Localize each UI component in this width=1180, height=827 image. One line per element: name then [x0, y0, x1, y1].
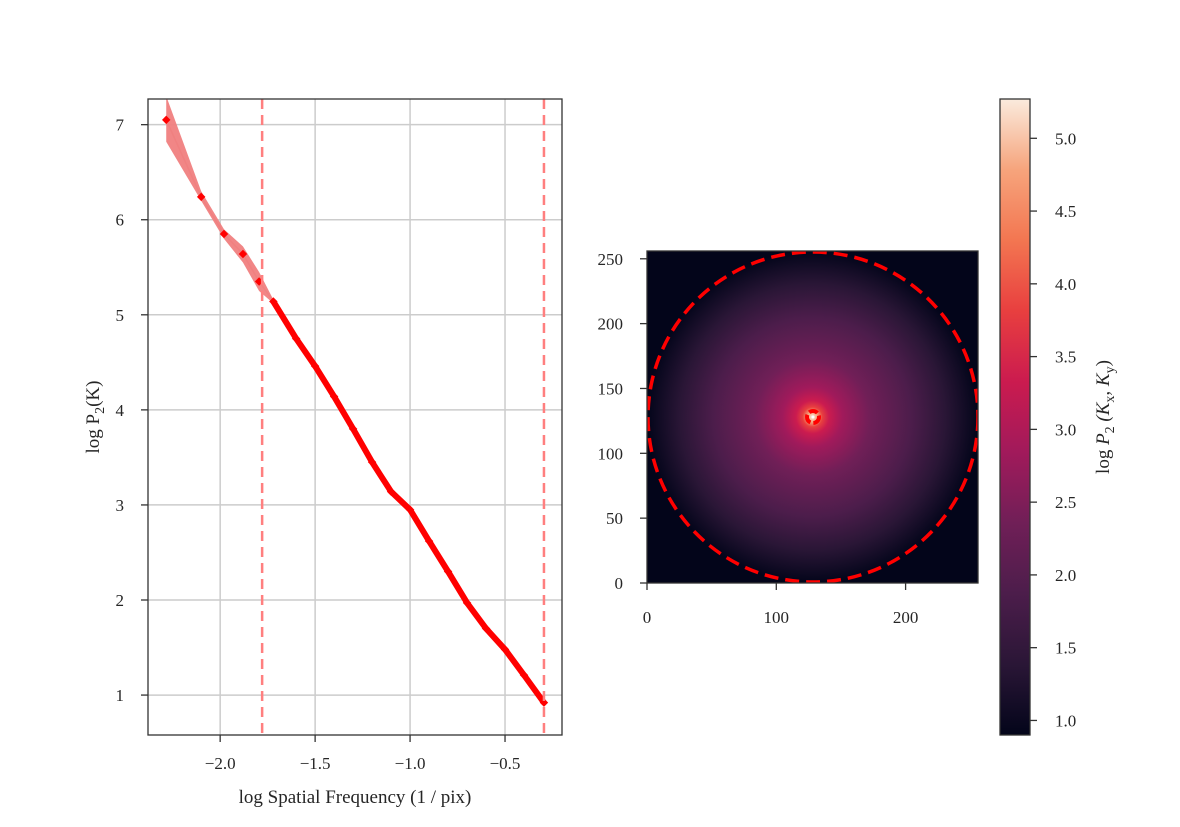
spectrum-plot-frame	[147, 98, 563, 736]
heatmap-y-tick-label: 50	[606, 509, 623, 528]
y-tick-label: 4	[116, 401, 125, 420]
spectrum-plot-background	[148, 99, 562, 735]
heatmap-dashed-circle	[647, 251, 978, 583]
data-point-marker	[443, 567, 453, 576]
data-point-marker	[481, 624, 491, 633]
y-tick-label: 3	[116, 496, 125, 515]
data-point-marker	[386, 487, 396, 496]
data-point-marker	[405, 505, 415, 514]
y-tick-label: 5	[116, 306, 125, 325]
data-point-marker	[219, 229, 229, 239]
heatmap-y-tick-label: 150	[598, 379, 624, 398]
data-point-marker	[519, 670, 529, 680]
data-point-marker	[367, 457, 377, 467]
data-point-marker	[329, 392, 339, 401]
colorbar-tick-label: 3.0	[1055, 420, 1076, 439]
colorbar-tick-label: 2.5	[1055, 493, 1076, 512]
data-point-marker	[196, 192, 206, 202]
colorbar-label: log P2 (Kx, Ky)	[1093, 360, 1118, 474]
heatmap-y-tick-label: 0	[615, 574, 624, 593]
data-point-marker	[500, 645, 510, 654]
heatmap-x-axis: 0 100 200	[643, 583, 919, 627]
spectrum-y-axis: 1 2 3 4 5 6 7	[116, 116, 148, 705]
heatmap-x-tick-label: 200	[893, 608, 919, 627]
data-point-marker	[539, 698, 549, 707]
heatmap-center-marker	[805, 409, 821, 425]
x-tick-label: −1.5	[300, 754, 331, 773]
x-tick-label: −2.0	[205, 754, 236, 773]
colorbar-tick-label: 1.0	[1055, 711, 1076, 730]
heatmap-y-axis: 0 50 100 150 200 250	[598, 250, 647, 593]
colorbar: 1.0 1.5 2.0 2.5 3.0 3.5 4.0 4.5 5.0 log P2 (Kx, …	[999, 98, 1118, 736]
data-point-marker	[310, 361, 320, 371]
spectrum-plot: −2.0 −1.5 −1.0 −0.5 1 2 3 4 5 6 7 log Spatial Fre…	[83, 98, 563, 808]
data-point-marker	[161, 115, 171, 125]
data-point-marker	[269, 297, 278, 306]
data-point-marker	[238, 249, 248, 259]
heatmap-frame	[646, 250, 979, 584]
colorbar-tick-label: 1.5	[1055, 639, 1076, 658]
spectrum-x-axis: −2.0 −1.5 −1.0 −0.5	[205, 735, 521, 773]
heatmap-y-tick-label: 200	[598, 315, 624, 334]
y-tick-label: 1	[116, 686, 125, 705]
fit-range-lines	[260, 99, 546, 735]
power-spectrum-heatmap: 0 100 200 0 50 100 150 200 250	[598, 250, 979, 627]
data-point-marker	[291, 334, 301, 343]
data-point-marker	[462, 598, 472, 608]
data-point-marker	[424, 536, 434, 546]
x-tick-label: −0.5	[490, 754, 521, 773]
colorbar-gradient	[1000, 99, 1030, 735]
heatmap-x-tick-label: 0	[643, 608, 652, 627]
y-tick-label: 6	[116, 211, 125, 230]
x-tick-label: −1.0	[395, 754, 426, 773]
y-tick-label: 7	[116, 116, 125, 135]
data-point-marker	[348, 424, 358, 434]
colorbar-tick-label: 2.0	[1055, 566, 1076, 585]
heatmap-y-tick-label: 100	[598, 444, 624, 463]
spectrum-grid	[148, 99, 562, 735]
y-tick-label: 2	[116, 591, 125, 610]
spectrum-y-label: log P2(K)	[83, 381, 108, 454]
colorbar-ticks: 1.0 1.5 2.0 2.5 3.0 3.5 4.0 4.5 5.0	[1030, 129, 1076, 730]
colorbar-frame	[999, 98, 1031, 736]
colorbar-tick-label: 3.5	[1055, 348, 1076, 367]
colorbar-tick-label: 5.0	[1055, 129, 1076, 148]
heatmap-y-tick-label: 250	[598, 250, 624, 269]
colorbar-tick-label: 4.5	[1055, 202, 1076, 221]
colorbar-tick-label: 4.0	[1055, 275, 1076, 294]
spectrum-x-label: log Spatial Frequency (1 / pix)	[239, 787, 472, 808]
heatmap-x-tick-label: 100	[764, 608, 790, 627]
